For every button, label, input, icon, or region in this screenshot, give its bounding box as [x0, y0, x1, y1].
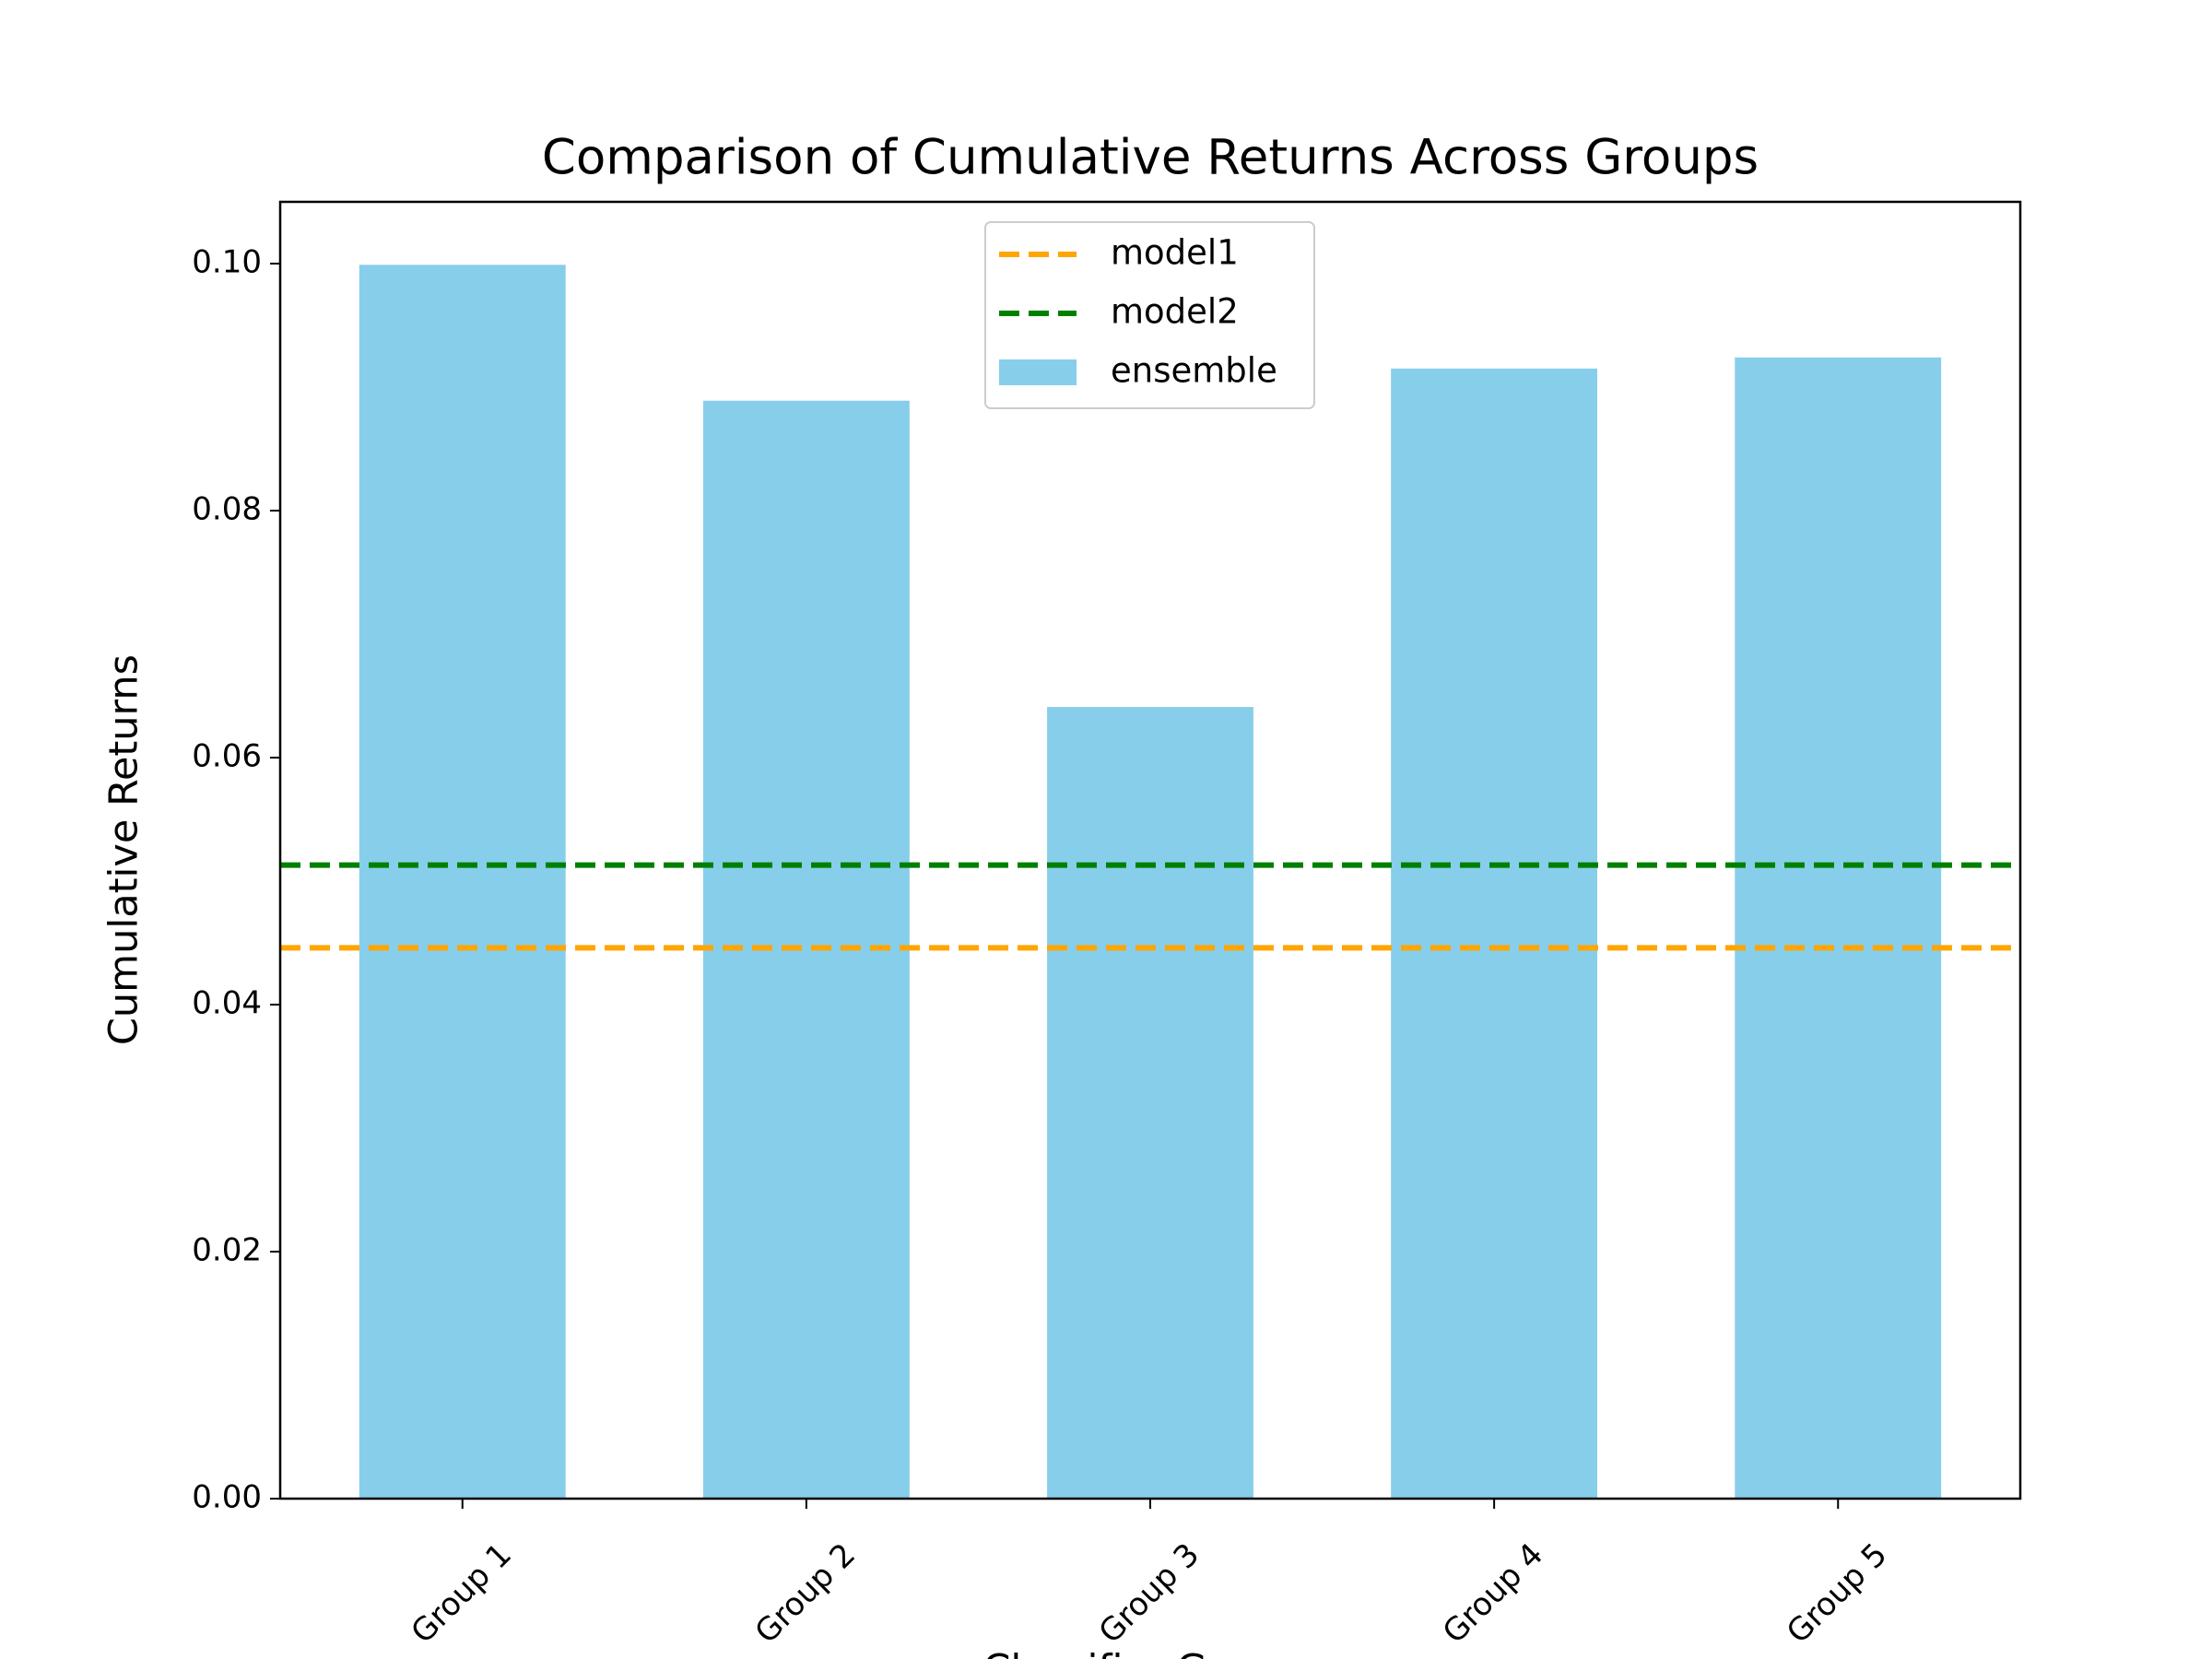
- y-tick-label: 0.00: [192, 1479, 262, 1516]
- y-tick-label: 0.02: [192, 1232, 262, 1269]
- y-tick-label: 0.10: [192, 244, 262, 281]
- legend-label: model1: [1111, 233, 1239, 273]
- x-axis-label: Classifier Groups: [982, 1647, 1317, 1659]
- bar: [359, 265, 566, 1500]
- bar: [1047, 707, 1253, 1499]
- bar: [1391, 368, 1598, 1499]
- legend: model1 model2 ensemble: [984, 221, 1315, 409]
- y-axis-label: Cumulative Returns: [101, 654, 147, 1045]
- y-tick-label: 0.08: [192, 491, 262, 528]
- y-tick-label: 0.04: [192, 985, 262, 1022]
- legend-label: ensemble: [1111, 351, 1277, 391]
- legend-label: model2: [1111, 292, 1239, 332]
- y-tick-label: 0.06: [192, 738, 262, 775]
- legend-swatch: [999, 359, 1077, 385]
- chart-title: Comparison of Cumulative Returns Across …: [542, 130, 1759, 186]
- bar: [1735, 357, 1942, 1500]
